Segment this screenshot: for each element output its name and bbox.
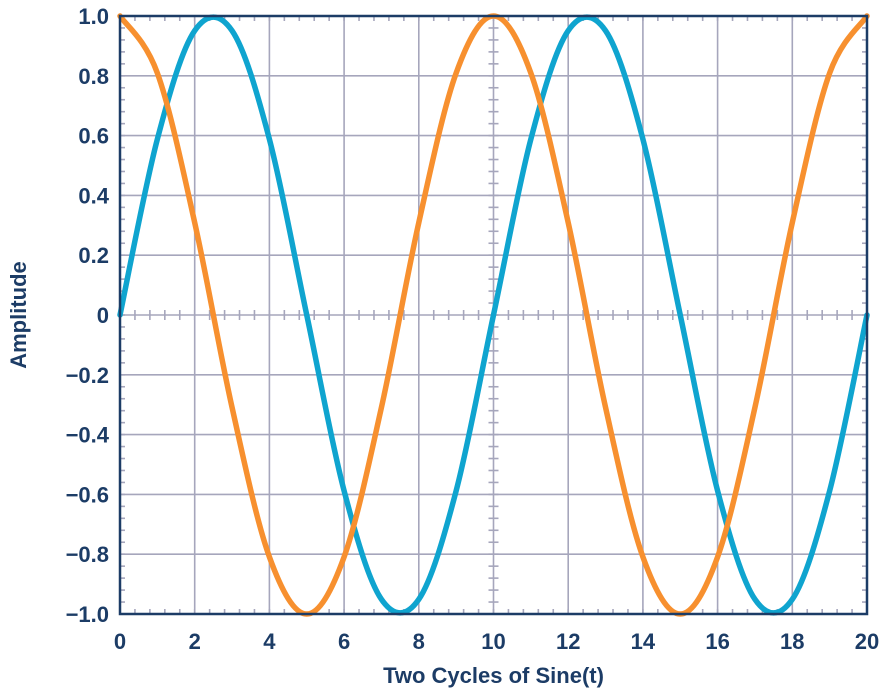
y-axis-title: Amplitude [6, 261, 31, 369]
y-tick-label: −1.0 [66, 602, 109, 627]
y-tick-label: 1.0 [78, 4, 109, 29]
x-tick-label: 0 [114, 629, 126, 654]
y-tick-label: 0.8 [78, 64, 109, 89]
x-tick-label: 2 [189, 629, 201, 654]
x-tick-label: 14 [631, 629, 656, 654]
y-tick-label: 0.2 [78, 243, 109, 268]
y-tick-label: −0.2 [66, 363, 109, 388]
x-axis-title: Two Cycles of Sine(t) [383, 663, 604, 688]
plot-frame [118, 14, 869, 616]
x-tick-labels: 0 2 4 6 8 10 12 14 16 18 20 [114, 629, 879, 654]
x-tick-label: 16 [705, 629, 729, 654]
y-tick-labels: 1.0 0.8 0.6 0.4 0.2 0 −0.2 −0.4 −0.6 −0.8 −1.0 [66, 4, 110, 627]
y-tick-label: −0.6 [66, 482, 109, 507]
x-tick-label: 20 [855, 629, 879, 654]
y-tick-label: 0.4 [78, 183, 109, 208]
x-tick-label: 8 [413, 629, 425, 654]
y-tick-label: −0.4 [66, 423, 110, 448]
x-tick-label: 12 [556, 629, 580, 654]
y-tick-label: 0 [97, 303, 109, 328]
x-tick-label: 18 [780, 629, 804, 654]
x-tick-label: 4 [263, 629, 276, 654]
y-tick-label: −0.8 [66, 542, 109, 567]
y-tick-label: 0.6 [78, 124, 109, 149]
x-tick-label: 10 [481, 629, 505, 654]
x-tick-label: 6 [338, 629, 350, 654]
series-line-1 [117, 14, 870, 616]
